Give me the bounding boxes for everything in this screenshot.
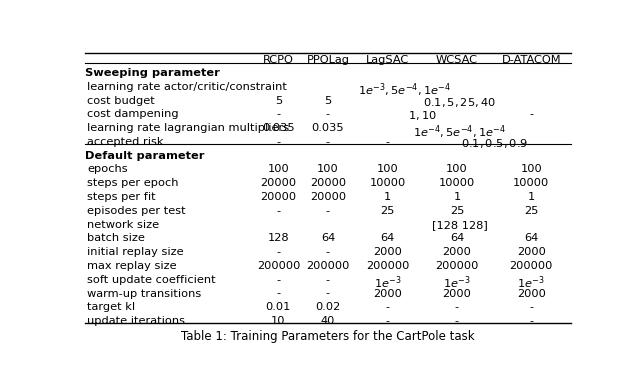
Text: 2000: 2000 <box>373 289 402 298</box>
Text: 128: 128 <box>268 233 289 244</box>
Text: -: - <box>326 275 330 285</box>
Text: 200000: 200000 <box>509 261 553 271</box>
Text: Sweeping parameter: Sweeping parameter <box>85 68 220 78</box>
Text: -: - <box>326 247 330 257</box>
Text: 20000: 20000 <box>260 192 296 202</box>
Text: 25: 25 <box>524 206 538 216</box>
Text: 1: 1 <box>528 192 535 202</box>
Text: episodes per test: episodes per test <box>87 206 186 216</box>
Text: learning rate actor/critic/constraint: learning rate actor/critic/constraint <box>87 82 287 92</box>
Text: 10: 10 <box>271 316 285 326</box>
Text: 100: 100 <box>268 164 289 175</box>
Text: Default parameter: Default parameter <box>85 151 204 161</box>
Text: 64: 64 <box>524 233 538 244</box>
Text: 200000: 200000 <box>257 261 300 271</box>
Text: $1e^{-3}$: $1e^{-3}$ <box>374 275 401 291</box>
Text: D-ATACOM: D-ATACOM <box>502 55 561 65</box>
Text: 1: 1 <box>384 192 391 202</box>
Text: epochs: epochs <box>87 164 127 175</box>
Text: cost budget: cost budget <box>87 95 155 106</box>
Text: 2000: 2000 <box>517 289 546 298</box>
Text: 5: 5 <box>275 95 282 106</box>
Text: steps per epoch: steps per epoch <box>87 178 179 188</box>
Text: -: - <box>455 303 459 312</box>
Text: -: - <box>276 206 280 216</box>
Text: RCPO: RCPO <box>263 55 294 65</box>
Text: -: - <box>385 303 390 312</box>
Text: accepted risk: accepted risk <box>87 137 163 147</box>
Text: cost dampening: cost dampening <box>87 109 179 119</box>
Text: 10000: 10000 <box>369 178 406 188</box>
Text: initial replay size: initial replay size <box>87 247 184 257</box>
Text: -: - <box>276 247 280 257</box>
Text: 40: 40 <box>321 316 335 326</box>
Text: 20000: 20000 <box>310 192 346 202</box>
Text: -: - <box>385 137 390 147</box>
Text: LagSAC: LagSAC <box>366 55 409 65</box>
Text: ${1, 10}$: ${1, 10}$ <box>408 109 436 122</box>
Text: 2000: 2000 <box>442 247 472 257</box>
Text: 100: 100 <box>520 164 542 175</box>
Text: -: - <box>326 137 330 147</box>
Text: PPOLag: PPOLag <box>307 55 349 65</box>
Text: 64: 64 <box>450 233 464 244</box>
Text: $1e^{-3}$: $1e^{-3}$ <box>518 275 545 291</box>
Text: learning rate lagrangian multipliers: learning rate lagrangian multipliers <box>87 123 289 133</box>
Text: -: - <box>276 289 280 298</box>
Text: 1: 1 <box>453 192 461 202</box>
Text: -: - <box>529 109 533 119</box>
Text: 2000: 2000 <box>442 289 472 298</box>
Text: 100: 100 <box>377 164 398 175</box>
Text: warm-up transitions: warm-up transitions <box>87 289 201 298</box>
Text: 200000: 200000 <box>366 261 409 271</box>
Text: update iterations: update iterations <box>87 316 185 326</box>
Text: Table 1: Training Parameters for the CartPole task: Table 1: Training Parameters for the Car… <box>181 330 475 343</box>
Text: steps per fit: steps per fit <box>87 192 156 202</box>
Text: -: - <box>529 303 533 312</box>
Text: 25: 25 <box>380 206 395 216</box>
Text: target kl: target kl <box>87 303 135 312</box>
Text: 20000: 20000 <box>310 178 346 188</box>
Text: network size: network size <box>87 220 159 230</box>
Text: soft update coefficient: soft update coefficient <box>87 275 216 285</box>
Text: 200000: 200000 <box>307 261 349 271</box>
Text: 10000: 10000 <box>513 178 550 188</box>
Text: 64: 64 <box>321 233 335 244</box>
Text: 25: 25 <box>450 206 464 216</box>
Text: ${0.1, 5, 25, 40}$: ${0.1, 5, 25, 40}$ <box>423 95 496 109</box>
Text: 5: 5 <box>324 95 332 106</box>
Text: 100: 100 <box>446 164 468 175</box>
Text: max replay size: max replay size <box>87 261 177 271</box>
Text: 0.035: 0.035 <box>262 123 294 133</box>
Text: WCSAC: WCSAC <box>436 55 478 65</box>
Text: -: - <box>276 109 280 119</box>
Text: -: - <box>276 275 280 285</box>
Text: 0.02: 0.02 <box>316 303 340 312</box>
Text: 64: 64 <box>380 233 395 244</box>
Text: 10000: 10000 <box>439 178 475 188</box>
Text: 2000: 2000 <box>517 247 546 257</box>
Text: $1e^{-3}$: $1e^{-3}$ <box>443 275 471 291</box>
Text: 20000: 20000 <box>260 178 296 188</box>
Text: ${1e^{-4}, 5e^{-4}, 1e^{-4}}$: ${1e^{-4}, 5e^{-4}, 1e^{-4}}$ <box>413 123 506 141</box>
Text: 2000: 2000 <box>373 247 402 257</box>
Text: -: - <box>385 316 390 326</box>
Text: 0.035: 0.035 <box>312 123 344 133</box>
Text: -: - <box>326 206 330 216</box>
Text: -: - <box>326 109 330 119</box>
Text: ${1e^{-3}, 5e^{-4}, 1e^{-4}}$: ${1e^{-3}, 5e^{-4}, 1e^{-4}}$ <box>358 82 451 99</box>
Text: -: - <box>529 316 533 326</box>
Text: 100: 100 <box>317 164 339 175</box>
Text: batch size: batch size <box>87 233 145 244</box>
Text: [128 128]: [128 128] <box>431 220 487 230</box>
Text: 200000: 200000 <box>435 261 479 271</box>
Text: ${0.1, 0.5, 0.9}$: ${0.1, 0.5, 0.9}$ <box>461 137 528 150</box>
Text: -: - <box>455 316 459 326</box>
Text: -: - <box>276 137 280 147</box>
Text: 0.01: 0.01 <box>266 303 291 312</box>
Text: -: - <box>326 289 330 298</box>
